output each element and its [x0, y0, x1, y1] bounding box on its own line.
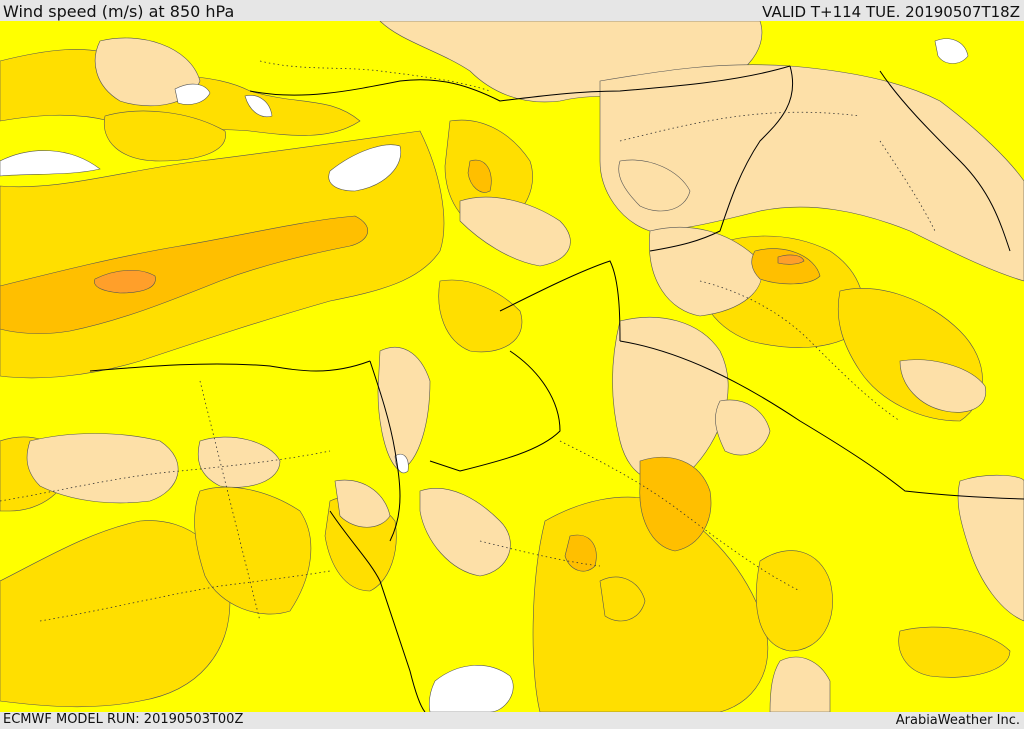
red-sea-area — [599, 576, 646, 622]
saudi-center-pale — [715, 399, 771, 456]
map-title: Wind speed (m/s) at 850 hPa — [3, 2, 235, 21]
saudi-west-pale — [419, 488, 511, 577]
jordan-pale — [377, 346, 431, 472]
egypt-coast-border — [89, 360, 371, 372]
jordan-saudi-border — [429, 350, 561, 472]
iraq-north-pale — [649, 226, 763, 317]
egypt-sudan-west — [369, 360, 401, 542]
syria-desert-pale — [618, 159, 691, 212]
mediterranean-strong — [0, 215, 368, 334]
credit-label: ArabiaWeather Inc. — [895, 713, 1020, 728]
iran-south-pale — [899, 359, 987, 413]
country-borders — [89, 65, 1024, 712]
iraq-strong — [751, 248, 821, 285]
sinai-border — [329, 510, 426, 712]
gulf-pale — [957, 474, 1024, 622]
gulf-area — [898, 626, 1011, 678]
caspian-calm — [934, 38, 969, 64]
valid-time-label: VALID T+114 TUE. 20190507T18Z — [762, 3, 1020, 21]
lebanon-pale — [459, 196, 571, 267]
turkey-calm-2 — [244, 95, 273, 117]
map-canvas — [0, 21, 1024, 712]
header-bar: Wind speed (m/s) at 850 hPa VALID T+114 … — [0, 0, 1024, 21]
syria-strong — [467, 159, 492, 193]
admin-boundaries — [0, 60, 936, 622]
turkey-calm — [174, 83, 211, 105]
saudi-east-area — [755, 550, 833, 652]
pale-wind-areas — [26, 21, 1024, 712]
north-cyprus-area — [103, 110, 226, 162]
model-run-label: ECMWF MODEL RUN: 20190503T00Z — [3, 712, 244, 727]
iran-iraq-border — [649, 65, 794, 252]
turkey-syria-border — [249, 65, 791, 102]
jordan-area — [438, 279, 523, 353]
iraq-saudi-border — [619, 340, 1024, 500]
cyprus-calm — [328, 144, 402, 192]
south-pale — [769, 656, 831, 712]
aegean-calm — [0, 150, 101, 177]
very-strong-wind-areas — [94, 254, 805, 294]
wind-speed-map — [0, 21, 1024, 712]
egypt-central-area — [194, 486, 312, 615]
red-sea-calm — [428, 665, 514, 712]
calm-wind-areas — [0, 38, 969, 712]
mediterranean-core — [94, 269, 156, 294]
sinai-pale — [334, 479, 391, 528]
syria-iraq-border — [499, 260, 621, 342]
iran-border-east — [879, 70, 1011, 252]
saudi-strong — [639, 457, 712, 552]
egypt-north-pale — [26, 433, 179, 504]
strong-wind-areas — [0, 159, 821, 572]
footer-bar: ECMWF MODEL RUN: 20190503T00Z ArabiaWeat… — [0, 712, 1024, 729]
iraq-core — [777, 254, 805, 265]
egypt-east-pale — [197, 436, 281, 488]
